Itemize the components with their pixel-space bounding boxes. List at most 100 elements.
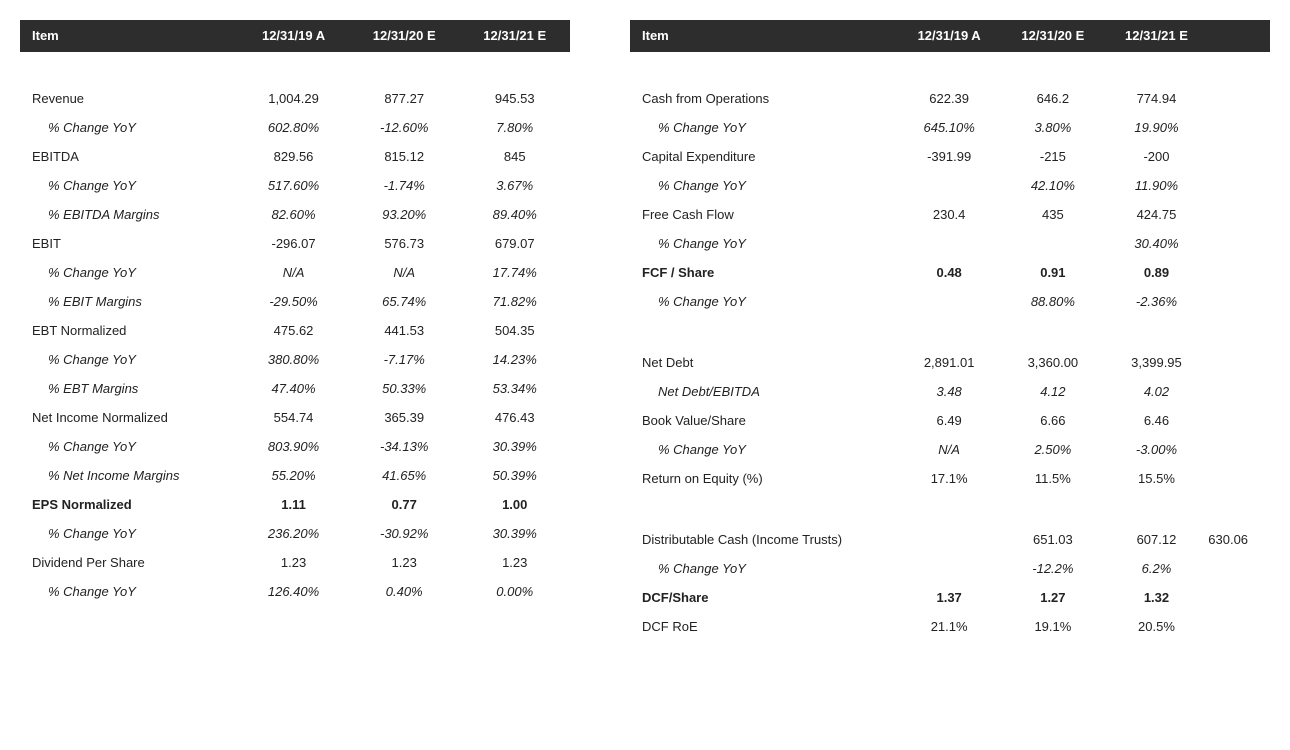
financials-table-left: Item 12/31/19 A 12/31/20 E 12/31/21 E Re… xyxy=(20,20,570,606)
table-row xyxy=(630,52,1270,84)
row-value: 0.91 xyxy=(1001,258,1105,287)
row-label: EBITDA xyxy=(20,142,238,171)
table-row: % EBIT Margins-29.50%65.74%71.82% xyxy=(20,287,570,316)
row-value: 53.34% xyxy=(459,374,570,403)
row-value xyxy=(897,229,1001,258)
row-value: 0.89 xyxy=(1105,258,1209,287)
row-value xyxy=(1208,84,1270,113)
left-table-body: Revenue1,004.29877.27945.53% Change YoY6… xyxy=(20,52,570,606)
col-fy20e: 12/31/20 E xyxy=(1001,20,1105,52)
row-label: Net Income Normalized xyxy=(20,403,238,432)
row-value: 3.67% xyxy=(459,171,570,200)
row-value: -3.00% xyxy=(1105,435,1209,464)
row-label: FCF / Share xyxy=(630,258,897,287)
right-table-head: Item 12/31/19 A 12/31/20 E 12/31/21 E xyxy=(630,20,1270,52)
spacer-cell xyxy=(20,52,570,84)
row-value: 365.39 xyxy=(349,403,460,432)
col-fy21e: 12/31/21 E xyxy=(1105,20,1209,52)
row-value: N/A xyxy=(897,435,1001,464)
row-value: 11.90% xyxy=(1105,171,1209,200)
table-row: Return on Equity (%)17.1%11.5%15.5% xyxy=(630,464,1270,493)
row-value xyxy=(1208,287,1270,316)
row-label: % Net Income Margins xyxy=(20,461,238,490)
row-value: 1.11 xyxy=(238,490,349,519)
row-value: 30.39% xyxy=(459,519,570,548)
row-value xyxy=(1208,200,1270,229)
table-row: % Change YoYN/AN/A17.74% xyxy=(20,258,570,287)
row-value: -7.17% xyxy=(349,345,460,374)
row-value xyxy=(1208,583,1270,612)
row-value: 475.62 xyxy=(238,316,349,345)
row-value: -34.13% xyxy=(349,432,460,461)
col-fy20e: 12/31/20 E xyxy=(349,20,460,52)
row-value: 71.82% xyxy=(459,287,570,316)
row-value: 4.02 xyxy=(1105,377,1209,406)
row-value: 14.23% xyxy=(459,345,570,374)
row-value xyxy=(1208,612,1270,641)
row-value: 19.90% xyxy=(1105,113,1209,142)
row-value: 1.00 xyxy=(459,490,570,519)
table-row: Book Value/Share6.496.666.46 xyxy=(630,406,1270,435)
row-value: 65.74% xyxy=(349,287,460,316)
row-value: 1,004.29 xyxy=(238,84,349,113)
row-value: 1.23 xyxy=(459,548,570,577)
row-value xyxy=(1208,142,1270,171)
row-label: % Change YoY xyxy=(630,113,897,142)
row-value: 2,891.01 xyxy=(897,348,1001,377)
row-value: 230.4 xyxy=(897,200,1001,229)
row-value: -200 xyxy=(1105,142,1209,171)
row-value: 651.03 xyxy=(1001,525,1105,554)
row-value: 602.80% xyxy=(238,113,349,142)
table-row: Capital Expenditure-391.99-215-200 xyxy=(630,142,1270,171)
row-label: % Change YoY xyxy=(20,432,238,461)
table-row: % Change YoY-12.2%6.2% xyxy=(630,554,1270,583)
financials-table-right: Item 12/31/19 A 12/31/20 E 12/31/21 E Ca… xyxy=(630,20,1270,641)
row-value: 3,360.00 xyxy=(1001,348,1105,377)
row-value: 815.12 xyxy=(349,142,460,171)
table-row xyxy=(20,52,570,84)
row-value: 20.5% xyxy=(1105,612,1209,641)
row-label: Net Debt xyxy=(630,348,897,377)
row-value: 435 xyxy=(1001,200,1105,229)
row-value: 6.66 xyxy=(1001,406,1105,435)
row-value xyxy=(1208,348,1270,377)
col-item: Item xyxy=(20,20,238,52)
row-value: 0.40% xyxy=(349,577,460,606)
row-value: -12.2% xyxy=(1001,554,1105,583)
row-value: 424.75 xyxy=(1105,200,1209,229)
row-value xyxy=(1001,229,1105,258)
row-value: -29.50% xyxy=(238,287,349,316)
row-value xyxy=(1208,171,1270,200)
table-row: % Change YoY236.20%-30.92%30.39% xyxy=(20,519,570,548)
table-row: % Change YoY30.40% xyxy=(630,229,1270,258)
table-row: % EBITDA Margins82.60%93.20%89.40% xyxy=(20,200,570,229)
row-label: Net Debt/EBITDA xyxy=(630,377,897,406)
row-value: 126.40% xyxy=(238,577,349,606)
row-label: % Change YoY xyxy=(630,435,897,464)
row-value: 774.94 xyxy=(1105,84,1209,113)
row-value xyxy=(1208,258,1270,287)
spacer-cell xyxy=(630,52,1270,84)
row-value: 0.48 xyxy=(897,258,1001,287)
row-label: EBIT xyxy=(20,229,238,258)
row-label: Revenue xyxy=(20,84,238,113)
row-value: -1.74% xyxy=(349,171,460,200)
table-row: Cash from Operations622.39646.2774.94 xyxy=(630,84,1270,113)
row-value xyxy=(897,171,1001,200)
row-label: EBT Normalized xyxy=(20,316,238,345)
row-value: 845 xyxy=(459,142,570,171)
row-label: % Change YoY xyxy=(20,577,238,606)
row-value: 42.10% xyxy=(1001,171,1105,200)
row-label: % Change YoY xyxy=(20,519,238,548)
row-value: 517.60% xyxy=(238,171,349,200)
row-value: 0.77 xyxy=(349,490,460,519)
table-row: % Change YoYN/A2.50%-3.00% xyxy=(630,435,1270,464)
row-value: 504.35 xyxy=(459,316,570,345)
row-label: % Change YoY xyxy=(630,171,897,200)
table-row: Net Income Normalized554.74365.39476.43 xyxy=(20,403,570,432)
table-row: EBT Normalized475.62441.53504.35 xyxy=(20,316,570,345)
row-value: 3,399.95 xyxy=(1105,348,1209,377)
table-row: DCF/Share1.371.271.32 xyxy=(630,583,1270,612)
table-row: % Change YoY380.80%-7.17%14.23% xyxy=(20,345,570,374)
table-row: DCF RoE21.1%19.1%20.5% xyxy=(630,612,1270,641)
